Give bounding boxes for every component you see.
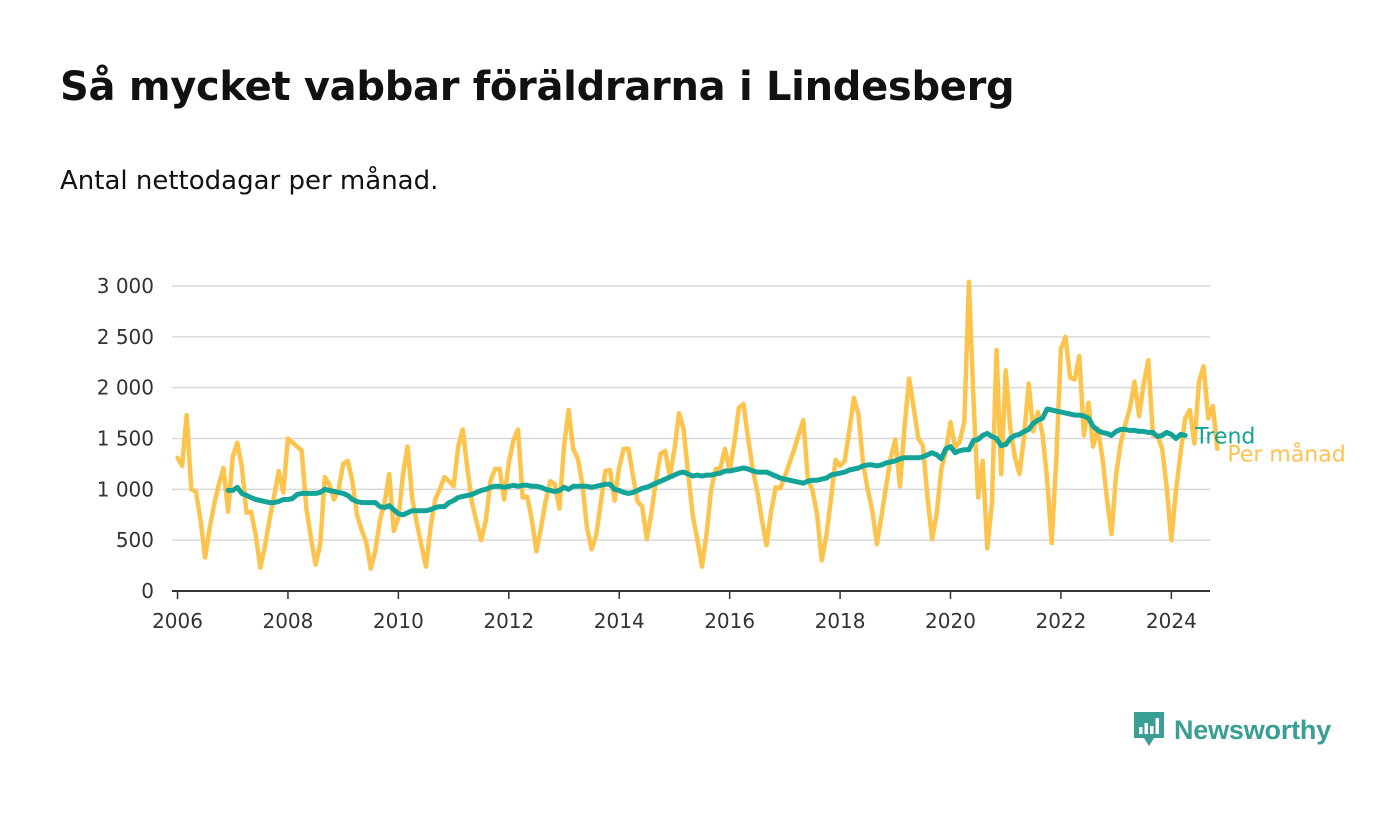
newsworthy-brand[interactable]: Newsworthy: [1132, 710, 1331, 750]
x-tick-label: 2024: [1146, 609, 1197, 633]
gridlines: [172, 285, 1210, 541]
newsworthy-logo-icon: [1134, 712, 1164, 746]
series-label: Per månad: [1227, 441, 1345, 467]
x-tick-label: 2020: [925, 609, 976, 633]
y-axis-tick-labels: 0 500 1 000 1 500 2 000 2 500 3 000: [97, 274, 154, 603]
x-tick-label: 2022: [1035, 609, 1086, 633]
chart-title: Så mycket vabbar föräldrarna i Lindesber…: [60, 64, 1015, 110]
x-tick-label: 2006: [152, 609, 203, 633]
brand-name: Newsworthy: [1174, 714, 1332, 745]
y-tick-label: 1 500: [97, 427, 154, 451]
y-tick-label: 1 000: [97, 477, 154, 501]
series-line-trend: [225, 406, 1188, 518]
x-tick-label: 2010: [373, 609, 424, 633]
x-tick-label: 2012: [483, 609, 534, 633]
y-tick-label: 2 000: [97, 376, 154, 400]
y-tick-label: 0: [141, 579, 154, 603]
x-tick-label: 2014: [594, 609, 645, 633]
series-label: Trend: [1194, 424, 1255, 449]
chart-subtitle: Antal nettodagar per månad.: [60, 166, 439, 196]
x-tick-label: 2016: [704, 609, 755, 633]
x-axis: 2006 2008 2010 2012 2014 2016 2018 2020 2022 2024: [152, 590, 1210, 633]
y-tick-label: 2 500: [97, 325, 154, 349]
y-tick-label: 3 000: [97, 274, 154, 298]
series-lines: [175, 279, 1220, 571]
series-line-per-m-nad: [175, 279, 1220, 571]
x-tick-label: 2018: [815, 609, 866, 633]
x-tick-label: 2008: [262, 609, 313, 633]
y-tick-label: 500: [116, 528, 154, 552]
